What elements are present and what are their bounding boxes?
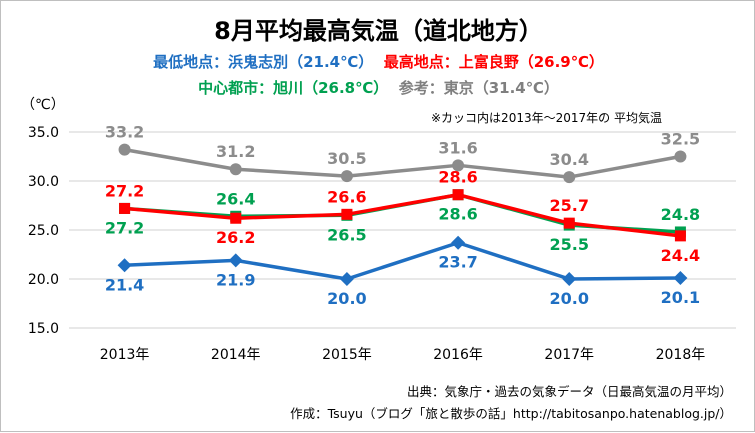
- data-label-tokyo: 32.5: [661, 130, 700, 149]
- subtitle-line-2: 中心都市：旭川（26.8℃） 参考：東京（31.4℃）: [1, 77, 755, 98]
- data-label-hamaonishibetsu: 21.9: [216, 270, 255, 289]
- data-label-hamaonishibetsu: 20.1: [661, 288, 700, 307]
- x-tick-label: 2017年: [544, 347, 594, 363]
- reference-label: 参考：東京（31.4℃）: [398, 79, 559, 97]
- data-label-tokyo: 31.2: [216, 142, 255, 161]
- series-line-tokyo: [124, 147, 681, 179]
- source-text: 出典：気象庁・過去の気象データ（日最高気温の月平均）: [406, 384, 732, 399]
- series-line-hamaonishibetsu: [124, 240, 681, 281]
- data-label-kamifurano: 24.4: [661, 246, 700, 265]
- x-tick-label: 2016年: [433, 347, 483, 363]
- data-label-asahikawa: 26.5: [327, 225, 366, 244]
- author-text: 作成：Tsuyu（ブログ「旅と散歩の話」http://tabitosanpo.h…: [290, 406, 732, 421]
- point-tokyo: [563, 171, 576, 184]
- data-label-kamifurano: 26.2: [216, 228, 255, 247]
- y-tick-label: 15.0: [28, 321, 59, 337]
- point-tokyo: [674, 150, 687, 163]
- data-label-asahikawa: 24.8: [661, 205, 700, 224]
- x-tick-label: 2013年: [100, 347, 150, 363]
- point-tokyo: [229, 163, 242, 176]
- data-label-asahikawa: 28.6: [438, 205, 477, 224]
- point-kamifurano: [452, 189, 464, 201]
- point-kamifurano: [563, 217, 575, 229]
- x-tick-label: 2014年: [211, 347, 261, 363]
- data-label-kamifurano: 25.7: [550, 196, 589, 215]
- data-label-asahikawa: 26.4: [216, 189, 255, 208]
- point-hamaonishibetsu: [117, 258, 132, 273]
- x-tick-label: 2015年: [322, 347, 372, 363]
- data-label-hamaonishibetsu: 20.0: [327, 289, 366, 308]
- data-label-kamifurano: 28.6: [438, 168, 477, 187]
- data-label-asahikawa: 25.5: [550, 235, 589, 254]
- point-kamifurano: [119, 202, 131, 214]
- data-label-hamaonishibetsu: 21.4: [105, 275, 144, 294]
- point-hamaonishibetsu: [562, 272, 577, 286]
- data-label-hamaonishibetsu: 23.7: [438, 253, 477, 272]
- point-tokyo: [452, 159, 465, 172]
- y-axis-unit: （℃）: [21, 97, 65, 113]
- data-label-tokyo: 30.4: [550, 150, 589, 169]
- data-label-kamifurano: 26.6: [327, 187, 366, 206]
- point-kamifurano: [674, 230, 686, 242]
- point-kamifurano: [341, 208, 353, 220]
- highest-location-label: 最高地点：上富良野（26.9℃）: [383, 53, 604, 71]
- x-tick-label: 2018年: [656, 347, 706, 363]
- data-label-asahikawa: 27.2: [105, 218, 144, 237]
- point-kamifurano: [230, 212, 242, 224]
- data-label-kamifurano: 27.2: [105, 181, 144, 200]
- subtitle-line-1: 最低地点：浜鬼志別（21.4℃） 最高地点：上富良野（26.9℃）: [1, 51, 755, 72]
- chart-note: ※カッコ内は2013年～2017年の 平均気温: [431, 111, 662, 125]
- y-tick-label: 20.0: [28, 272, 59, 288]
- chart-title: 8月平均最高気温（道北地方）: [214, 17, 543, 45]
- point-hamaonishibetsu: [673, 271, 688, 286]
- lowest-location-label: 最低地点：浜鬼志別（21.4℃）: [153, 53, 374, 71]
- data-label-tokyo: 30.5: [327, 149, 366, 168]
- point-hamaonishibetsu: [451, 235, 466, 250]
- y-tick-label: 30.0: [28, 174, 59, 190]
- point-hamaonishibetsu: [339, 272, 354, 286]
- data-label-tokyo: 31.6: [438, 138, 477, 157]
- y-tick-label: 35.0: [28, 125, 59, 141]
- y-tick-label: 25.0: [28, 223, 59, 239]
- data-label-tokyo: 33.2: [105, 123, 144, 142]
- point-tokyo: [118, 143, 131, 156]
- data-label-hamaonishibetsu: 20.0: [550, 289, 589, 308]
- point-hamaonishibetsu: [228, 253, 243, 268]
- series-line-kamifurano: [124, 192, 681, 238]
- point-tokyo: [340, 170, 353, 183]
- central-city-label: 中心都市：旭川（26.8℃）: [198, 79, 389, 97]
